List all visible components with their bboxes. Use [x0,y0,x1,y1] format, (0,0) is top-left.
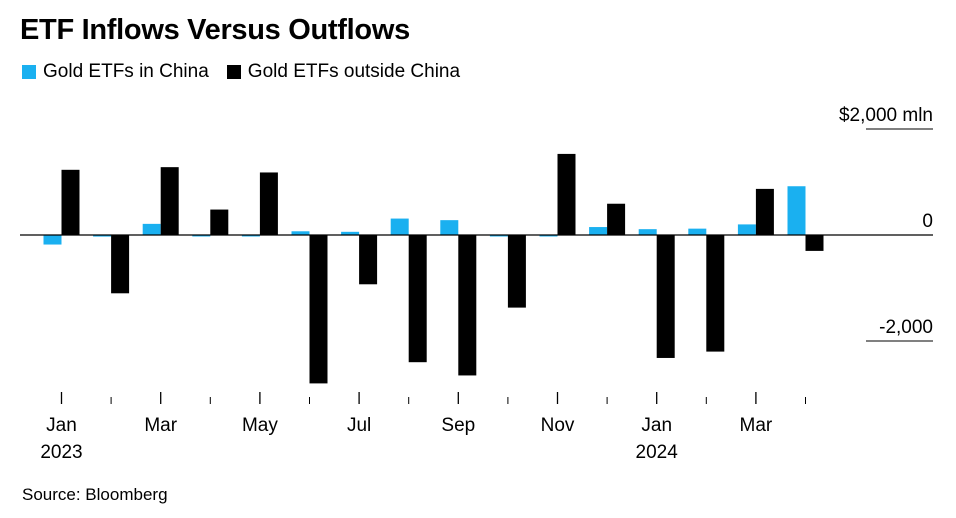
bar-outside [805,235,824,251]
legend-label-china: Gold ETFs in China [43,61,209,82]
bar-china [539,235,558,237]
bar-china [93,235,112,237]
bar-outside [359,235,378,285]
bar-outside [656,235,675,358]
bar-outside [458,235,477,376]
bar-outside [607,203,626,235]
chart-title: ETF Inflows Versus Outflows [20,14,410,46]
legend: Gold ETFs in China Gold ETFs outside Chi… [22,61,478,83]
legend-item-china: Gold ETFs in China [22,61,209,83]
x-tick-label: Jan [641,415,672,436]
bar-outside [706,235,725,352]
x-tick-label: Jan [46,415,77,436]
y-tick-label: -2,000 [879,317,933,338]
bar-outside [755,188,774,235]
legend-item-outside: Gold ETFs outside China [226,61,461,83]
bar-china [737,224,756,235]
bar-china [638,229,657,235]
bar-china [787,186,806,235]
bar-china [341,231,360,235]
x-tick-label: Jul [347,415,371,436]
bar-china [142,223,161,235]
x-tick-label: Sep [441,415,475,436]
bar-china [440,220,459,235]
bar-china [688,228,707,235]
x-tick-label: Mar [144,415,177,436]
bar-outside [507,235,526,308]
bar-outside [210,209,229,235]
bar-china [43,235,62,245]
x-tick-label: May [242,415,278,436]
bar-china [291,231,310,235]
x-tick-year-label: 2024 [636,442,679,463]
bar-china [192,235,211,237]
bar-outside [259,172,278,235]
legend-label-outside: Gold ETFs outside China [247,61,461,82]
bar-china [241,235,260,237]
bar-outside [557,153,576,235]
bar-outside [111,235,130,294]
x-tick-label: Nov [541,415,575,436]
legend-swatch-outside [226,65,241,79]
bar-outside [309,235,328,384]
bar-outside [61,169,80,235]
bar-china [390,218,409,235]
x-tick-year-label: 2023 [40,442,82,463]
bar-china [589,227,608,235]
y-tick-label: $2,000 mln [839,105,933,126]
bar-outside [408,235,427,363]
bar-outside [160,167,179,235]
bar-china [489,235,508,237]
legend-swatch-china [22,65,36,79]
x-tick-label: Mar [740,415,773,436]
y-tick-label: 0 [922,211,933,232]
source-note: Source: Bloomberg [22,485,168,504]
